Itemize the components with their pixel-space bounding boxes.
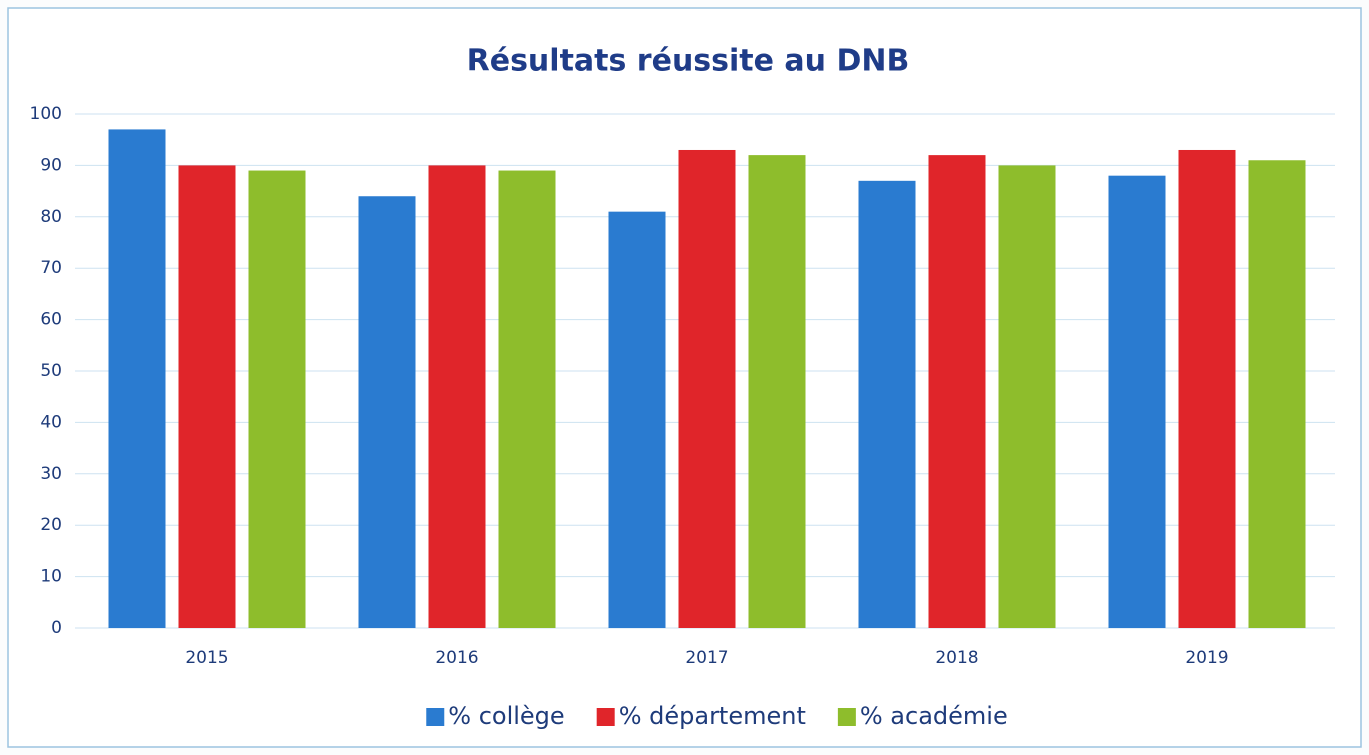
bar bbox=[608, 211, 666, 628]
x-tick-label: 2018 bbox=[935, 648, 978, 668]
bar bbox=[678, 149, 736, 629]
y-tick-label: 20 bbox=[40, 515, 62, 535]
bar bbox=[428, 165, 486, 628]
bar bbox=[1248, 160, 1306, 628]
bar bbox=[858, 180, 916, 628]
y-tick-label: 10 bbox=[40, 567, 62, 587]
bar bbox=[928, 155, 986, 628]
bar bbox=[248, 170, 306, 629]
bar bbox=[748, 155, 806, 628]
bar bbox=[498, 170, 556, 629]
y-tick-label: 70 bbox=[40, 258, 62, 278]
y-tick-label: 30 bbox=[40, 464, 62, 484]
legend-swatch bbox=[596, 708, 615, 726]
y-tick-label: 50 bbox=[40, 361, 62, 381]
bar bbox=[108, 129, 166, 629]
chart-title: Résultats réussite au DNB bbox=[467, 44, 910, 79]
legend-label: % collège bbox=[448, 702, 564, 730]
x-tick-label: 2019 bbox=[1185, 648, 1228, 668]
x-tick-label: 2015 bbox=[185, 648, 228, 668]
legend-swatch bbox=[426, 708, 445, 726]
bar bbox=[998, 165, 1056, 628]
y-tick-label: 0 bbox=[51, 618, 62, 638]
bar bbox=[1178, 149, 1236, 629]
bar bbox=[178, 165, 236, 628]
legend-label: % département bbox=[619, 702, 806, 730]
bar bbox=[1108, 175, 1166, 628]
y-tick-label: 90 bbox=[40, 155, 62, 175]
y-tick-label: 100 bbox=[30, 104, 62, 124]
bar bbox=[358, 196, 416, 629]
legend-swatch bbox=[837, 708, 856, 726]
y-tick-label: 60 bbox=[40, 310, 62, 330]
y-tick-label: 40 bbox=[40, 412, 62, 432]
y-tick-label: 80 bbox=[40, 207, 62, 227]
x-tick-label: 2016 bbox=[435, 648, 478, 668]
x-tick-label: 2017 bbox=[685, 648, 728, 668]
legend-label: % académie bbox=[860, 702, 1008, 730]
